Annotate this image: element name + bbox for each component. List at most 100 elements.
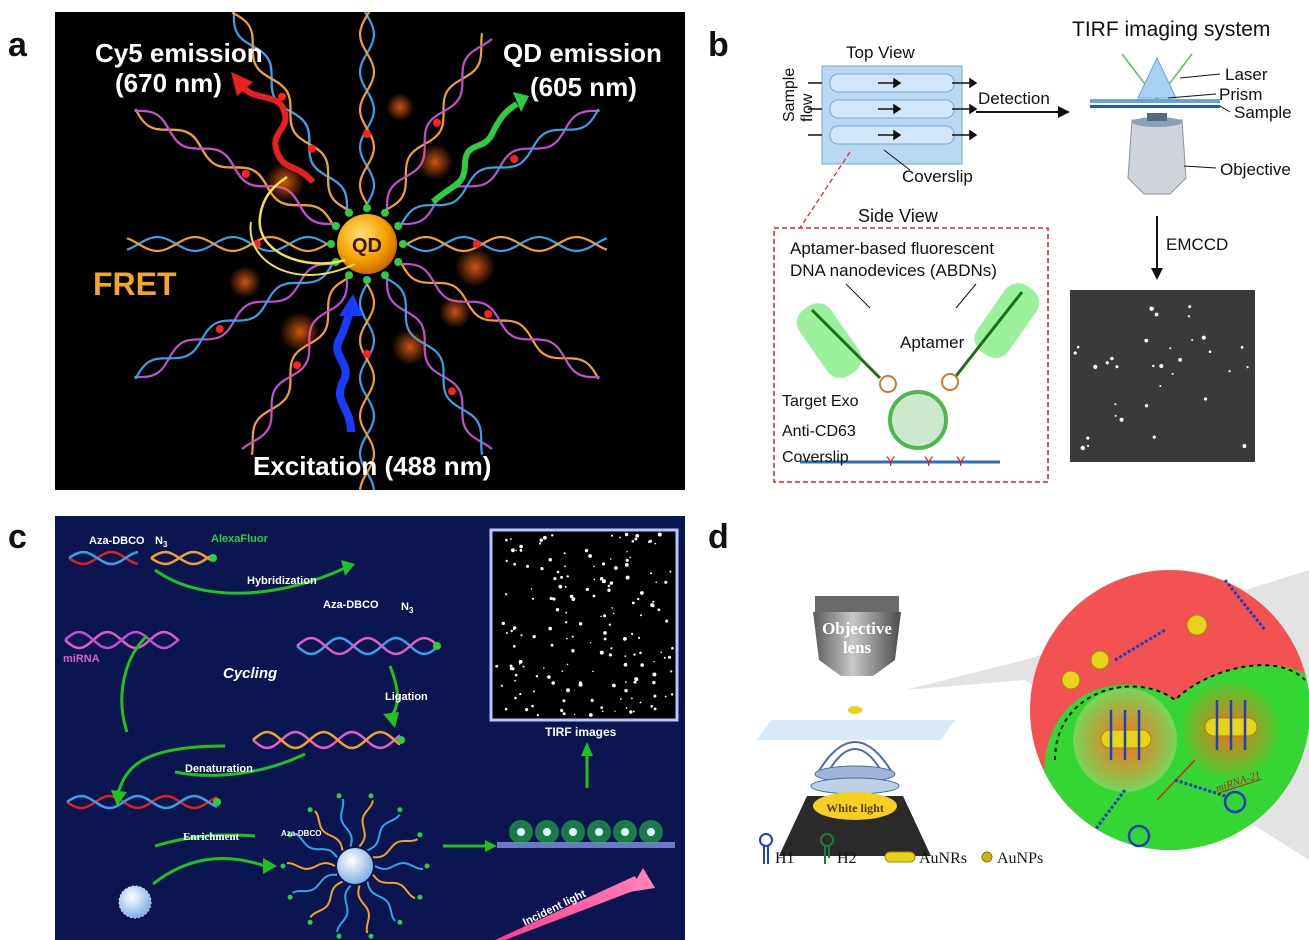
quantum-dot <box>337 214 397 274</box>
tirf-spot <box>599 650 604 655</box>
tirf-spot <box>538 542 542 545</box>
panel-letter-a: a <box>8 26 27 64</box>
tirf-spot <box>531 704 534 708</box>
emccd-spot <box>1191 339 1194 342</box>
tirf-spot <box>592 670 594 673</box>
tirf-spot <box>532 635 536 639</box>
surface-bead <box>543 828 551 836</box>
bead-strand <box>336 793 353 847</box>
tirf-spot <box>564 585 567 588</box>
tirf-spot <box>648 539 653 543</box>
surface-bead <box>621 828 629 836</box>
emccd-spot <box>1208 350 1212 354</box>
tirf-spot <box>652 680 656 685</box>
tirf-spot <box>565 611 568 614</box>
legend-aunrs-label: AuNRs <box>919 850 967 867</box>
tirf-spot <box>525 708 529 712</box>
tirf-spot <box>611 607 613 609</box>
sample-flow-label-1: Sample <box>781 68 798 122</box>
tirf-spot <box>560 575 564 579</box>
emccd-spot <box>1203 397 1208 401</box>
tirf-spot <box>593 578 596 581</box>
emccd-spot <box>1114 414 1117 417</box>
tirf-spot <box>640 591 644 595</box>
cycling-label: Cycling <box>223 665 277 682</box>
tirf-spot <box>612 612 615 615</box>
tirf-spot <box>589 642 592 644</box>
tirf-spot <box>650 603 654 607</box>
tirf-spot <box>566 637 568 640</box>
tirf-spot <box>624 655 627 657</box>
tirf-spot <box>631 601 635 605</box>
tirf-spot <box>555 608 560 612</box>
cy5-emission-label: Cy5 emission <box>95 38 263 68</box>
tirf-spot <box>562 712 566 716</box>
objective-lens <box>813 596 901 676</box>
bead-strand <box>357 885 374 939</box>
abdn-label-1: Aptamer-based fluorescent <box>790 239 994 258</box>
cy5-emission-arrow <box>238 82 316 185</box>
tirf-spot <box>624 532 629 537</box>
legend-aunps: AuNPs <box>981 850 1043 867</box>
tirf-spot <box>522 665 525 668</box>
legend-aunrs: AuNRs <box>884 850 967 867</box>
tirf-spot <box>603 637 607 641</box>
dna-helix <box>126 235 335 253</box>
tirf-spot <box>625 558 629 562</box>
aza-dbco-label-1: Aza-DBCO <box>89 535 145 547</box>
tirf-image <box>489 528 679 722</box>
detection-label: Detection <box>978 89 1050 108</box>
dna-helix <box>394 108 600 230</box>
tirf-spot <box>566 663 569 666</box>
tirf-spot <box>614 710 616 712</box>
tirf-spot <box>573 713 576 716</box>
to-image-arrow <box>581 742 593 756</box>
tirf-spot <box>531 597 535 600</box>
tirf-spot <box>512 644 516 648</box>
emccd-spot <box>1242 444 1247 448</box>
tirf-spot <box>619 698 622 700</box>
emccd-spot <box>1188 305 1192 309</box>
tirf-spot <box>560 708 564 713</box>
excitation-arrow-head <box>339 294 363 316</box>
emccd-spot <box>1246 366 1249 369</box>
n3-label-1: N3 <box>155 535 168 549</box>
bead-strand <box>372 874 423 900</box>
probe-strand <box>252 730 401 750</box>
emccd-spots <box>1073 305 1249 451</box>
prism-label: Prism <box>1219 85 1262 104</box>
tirf-spot <box>514 679 516 682</box>
top-view-label: Top View <box>846 43 915 62</box>
enrichment-label: Enrichment <box>183 831 240 843</box>
mirna-label: miRNA <box>63 653 100 665</box>
tirf-spot <box>536 714 539 717</box>
tirf-spot <box>518 659 523 664</box>
tirf-spot <box>603 631 607 635</box>
dna-helix <box>241 271 353 455</box>
tirf-spot <box>601 710 604 713</box>
tirf-spot <box>624 688 628 693</box>
tirf-spot <box>561 670 564 672</box>
magnetic-bead <box>118 885 152 919</box>
emccd-spot <box>1178 358 1182 362</box>
bead-strand <box>366 881 403 925</box>
tirf-spot <box>578 622 583 626</box>
tirf-spot <box>588 713 593 717</box>
objective-lens-label-1: Objective <box>822 619 892 638</box>
tirf-spot <box>638 636 641 639</box>
dna-helix <box>381 33 493 217</box>
tirf-spot <box>607 584 611 588</box>
tirf-spot <box>667 655 672 659</box>
tirf-spot <box>505 632 508 634</box>
hybridization-label: Hybridization <box>247 575 317 587</box>
emccd-spot <box>1169 347 1172 350</box>
emccd-spot <box>1105 361 1109 365</box>
white-light-label: White light <box>826 801 884 815</box>
tirf-system-title: TIRF imaging system <box>1072 18 1270 41</box>
tirf-spot <box>601 562 606 566</box>
emccd-spot <box>1080 445 1085 451</box>
tirf-spot <box>599 577 604 581</box>
emccd-spot <box>1187 315 1190 318</box>
sample-flow-label-2: flow <box>799 93 816 122</box>
emccd-spot <box>1201 335 1206 340</box>
